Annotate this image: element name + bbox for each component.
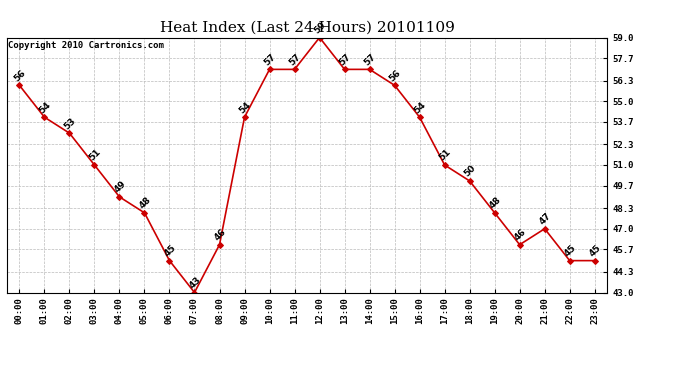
- Text: 46: 46: [213, 227, 228, 243]
- Text: 53: 53: [63, 116, 78, 131]
- Text: 54: 54: [413, 100, 428, 115]
- Text: 57: 57: [363, 52, 378, 67]
- Text: 57: 57: [337, 52, 353, 67]
- Text: 57: 57: [263, 52, 278, 67]
- Text: 51: 51: [437, 148, 453, 163]
- Text: 48: 48: [488, 195, 503, 211]
- Text: 43: 43: [188, 275, 203, 290]
- Text: 45: 45: [588, 243, 603, 258]
- Text: 54: 54: [37, 100, 52, 115]
- Text: 50: 50: [463, 164, 477, 179]
- Text: 56: 56: [388, 68, 403, 83]
- Text: 45: 45: [163, 243, 178, 258]
- Text: 47: 47: [538, 211, 553, 226]
- Text: 49: 49: [112, 179, 128, 195]
- Title: Heat Index (Last 24 Hours) 20101109: Heat Index (Last 24 Hours) 20101109: [159, 21, 455, 35]
- Text: 45: 45: [563, 243, 578, 258]
- Text: 46: 46: [513, 227, 528, 243]
- Text: Copyright 2010 Cartronics.com: Copyright 2010 Cartronics.com: [8, 41, 164, 50]
- Text: 59: 59: [313, 20, 328, 35]
- Text: 54: 54: [237, 100, 253, 115]
- Text: 48: 48: [137, 195, 152, 211]
- Text: 57: 57: [288, 52, 303, 67]
- Text: 51: 51: [88, 148, 103, 163]
- Text: 56: 56: [12, 68, 28, 83]
